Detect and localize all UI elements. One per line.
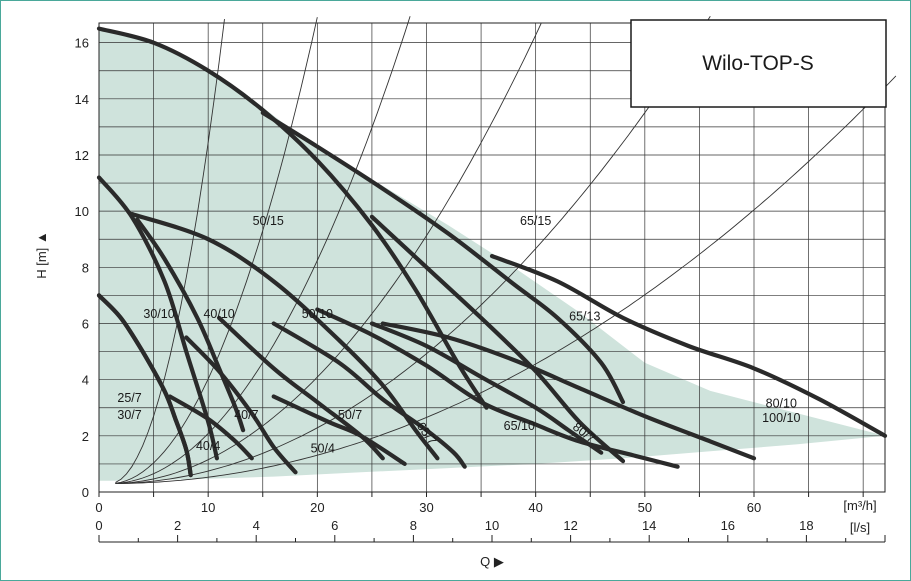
- y-tick-label: 2: [82, 429, 89, 444]
- pump-curve-40-4: [184, 335, 298, 475]
- curve-label-50-7: 50/7: [338, 408, 362, 422]
- x-tick-label: 10: [201, 500, 215, 515]
- y-axis-title: H [m] ▲: [34, 231, 49, 279]
- curve-labels: 50/15 65/15 65/13 30/10 40/10 50/10 80/10100/1…: [117, 214, 800, 455]
- x-tick-label: 30: [419, 500, 433, 515]
- system-curve: [115, 16, 411, 484]
- pump-curves: [96, 26, 888, 478]
- curve-label-40-10: 40/10: [203, 307, 234, 321]
- curve-label-80-10: 80/10: [766, 397, 797, 411]
- curve-label-65-13: 65/13: [569, 310, 600, 324]
- pump-curve-65-7: [271, 321, 467, 469]
- y-tick-label: 8: [82, 260, 89, 275]
- pump-curve-65-10: [315, 307, 680, 469]
- system-curve: [115, 75, 897, 485]
- x-tick-label: 0: [95, 500, 102, 515]
- curve-label-65-10: 65/10: [504, 419, 535, 433]
- pump-curve-50-15: [96, 26, 489, 410]
- curve-label-65-15: 65/15: [520, 214, 551, 228]
- y-tick-label: 12: [75, 148, 89, 163]
- x2-tick-label: 0: [95, 518, 102, 533]
- x2-tick-label: 10: [485, 518, 499, 533]
- x-axis-title: Q ▶: [480, 554, 504, 569]
- x-unit-secondary: [l/s]: [850, 520, 870, 535]
- x2-tick-label: 2: [174, 518, 181, 533]
- system-curves: [115, 16, 897, 485]
- pump-curve-80-10: [380, 321, 757, 461]
- y-tick-label: 14: [75, 92, 89, 107]
- pump-curve-100-10: [489, 254, 888, 438]
- x-tick-label: 50: [638, 500, 652, 515]
- pump-curve-30-7: [96, 293, 193, 478]
- curve-label-25-7: 25/7: [117, 391, 141, 405]
- curve-label-50-4: 50/4: [311, 442, 335, 456]
- x2-tick-label: 6: [331, 518, 338, 533]
- y-tick-label: 0: [82, 485, 89, 500]
- curve-label-50-10: 50/10: [302, 307, 333, 321]
- curve-label-40-4: 40/4: [196, 439, 220, 453]
- x2-tick-label: 14: [642, 518, 656, 533]
- x2-tick-label: 8: [410, 518, 417, 533]
- x2-tick-label: 12: [563, 518, 577, 533]
- y-tick-label: 16: [75, 36, 89, 51]
- x-unit-primary: [m³/h]: [843, 498, 876, 513]
- y-tick-label: 4: [82, 373, 89, 388]
- x2-tick-label: 18: [799, 518, 813, 533]
- y-tick-label: 6: [82, 316, 89, 331]
- title-box: [630, 19, 887, 108]
- pump-curve-50-10: [129, 211, 440, 461]
- x-tick-label: 20: [310, 500, 324, 515]
- system-curve: [115, 16, 711, 484]
- pump-curve-80-7: [369, 321, 604, 455]
- axes: 0 2 4 6 8 10 12 14 16 0 10 20 30 40 50 60 0 2 4 6 8 10 12 14 16 1…: [75, 36, 886, 543]
- pump-curve-50-4: [271, 394, 407, 466]
- y-tick-label: 10: [75, 204, 89, 219]
- pump-curve-65-15: [260, 110, 626, 405]
- curve-label-40-7: 40/7: [234, 408, 258, 422]
- x-tick-label: 60: [747, 500, 761, 515]
- chart-title: Wilo-TOP-S: [702, 52, 814, 75]
- pump-curve-65-13: [369, 214, 626, 464]
- pump-curve-40-10: [135, 217, 246, 433]
- curve-label-100-10: 100/10: [762, 411, 800, 425]
- pump-curve-40-7: [167, 394, 254, 461]
- curve-label-30-7: 30/7: [117, 408, 141, 422]
- x-tick-label: 40: [528, 500, 542, 515]
- system-curve: [115, 23, 542, 484]
- system-curve: [115, 19, 225, 483]
- x2-tick-label: 4: [253, 518, 260, 533]
- curve-label-50-15: 50/15: [253, 214, 284, 228]
- x2-tick-label: 16: [721, 518, 735, 533]
- pump-curve-50-7: [217, 315, 385, 461]
- curve-label-30-10: 30/10: [143, 307, 174, 321]
